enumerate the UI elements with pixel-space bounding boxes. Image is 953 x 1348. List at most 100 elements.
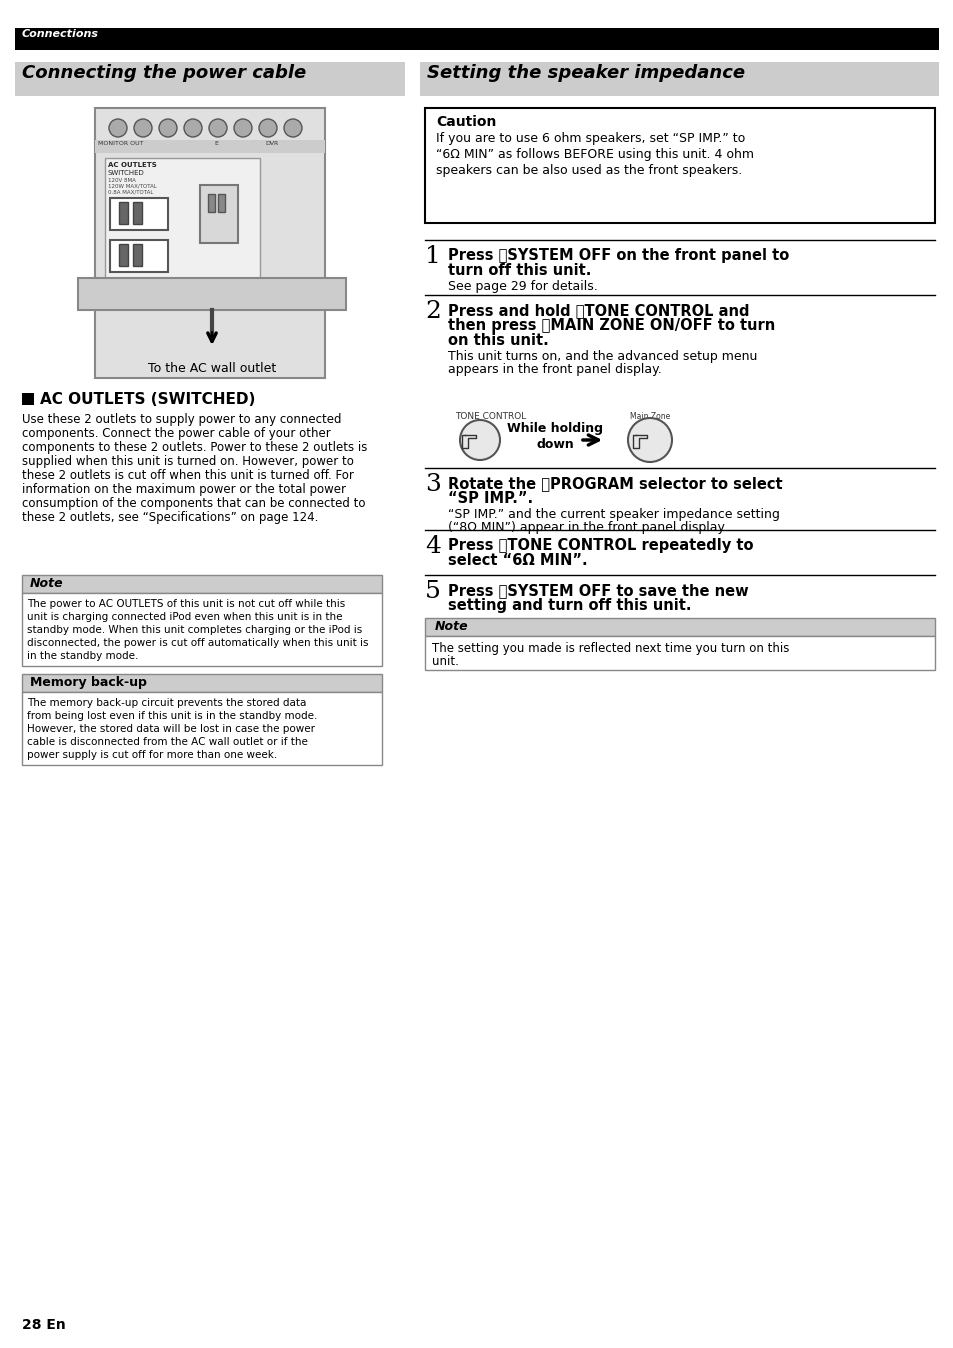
Circle shape [233,119,252,137]
Text: Press and hold ⓂTONE CONTROL and: Press and hold ⓂTONE CONTROL and [448,303,749,318]
Text: then press ⓈMAIN ZONE ON/OFF to turn: then press ⓈMAIN ZONE ON/OFF to turn [448,318,775,333]
Text: Use these 2 outlets to supply power to any connected: Use these 2 outlets to supply power to a… [22,412,341,426]
Text: The setting you made is reflected next time you turn on this: The setting you made is reflected next t… [432,642,788,655]
Circle shape [209,119,227,137]
Circle shape [459,421,499,460]
Text: in the standby mode.: in the standby mode. [27,651,138,661]
Text: cable is disconnected from the AC wall outlet or if the: cable is disconnected from the AC wall o… [27,737,308,747]
Text: supplied when this unit is turned on. However, power to: supplied when this unit is turned on. Ho… [22,456,354,468]
Text: Connections: Connections [22,30,99,39]
Bar [15,28,938,50]
Text: 0.8A MAX/TOTAL: 0.8A MAX/TOTAL [108,190,153,195]
Bar [119,244,128,266]
Text: on this unit.: on this unit. [448,333,548,348]
Bar [208,194,214,212]
Bar [424,636,934,670]
Text: turn off this unit.: turn off this unit. [448,263,591,278]
Bar [119,202,128,224]
Bar [424,617,934,636]
Text: these 2 outlets is cut off when this unit is turned off. For: these 2 outlets is cut off when this uni… [22,469,354,483]
Text: TONE CONTROL: TONE CONTROL [455,412,526,421]
Bar [132,244,142,266]
Bar [95,108,325,377]
Text: The power to AC OUTLETS of this unit is not cut off while this: The power to AC OUTLETS of this unit is … [27,599,345,609]
Circle shape [184,119,202,137]
Text: “SP IMP.”.: “SP IMP.”. [448,491,533,506]
Text: Setting the speaker impedance: Setting the speaker impedance [427,63,744,82]
Text: 120W MAX/TOTAL: 120W MAX/TOTAL [108,183,156,189]
Text: 28 En: 28 En [22,1318,66,1332]
Text: speakers can be also used as the front speakers.: speakers can be also used as the front s… [436,164,741,177]
Text: information on the maximum power or the total power: information on the maximum power or the … [22,483,346,496]
Text: Note: Note [435,620,468,634]
Bar [22,576,381,593]
Text: unit.: unit. [432,655,458,669]
Bar [110,198,168,231]
Text: 4: 4 [424,535,440,558]
Text: these 2 outlets, see “Specifications” on page 124.: these 2 outlets, see “Specifications” on… [22,511,318,524]
Text: Main Zone: Main Zone [629,412,669,421]
Text: Memory back-up: Memory back-up [30,675,147,689]
Circle shape [258,119,276,137]
Bar [132,202,142,224]
Text: Press ⓂTONE CONTROL repeatedly to: Press ⓂTONE CONTROL repeatedly to [448,538,753,553]
Text: This unit turns on, and the advanced setup menu: This unit turns on, and the advanced set… [448,350,757,363]
Text: E: E [213,142,217,146]
Text: disconnected, the power is cut off automatically when this unit is: disconnected, the power is cut off autom… [27,638,368,648]
Bar [419,62,938,96]
Text: AC OUTLETS (SWITCHED): AC OUTLETS (SWITCHED) [40,392,255,407]
Bar [200,185,237,243]
Circle shape [109,119,127,137]
Bar [95,140,210,154]
Text: unit is charging connected iPod even when this unit is in the: unit is charging connected iPod even whe… [27,612,342,621]
Text: 2: 2 [424,301,440,324]
Text: Press ⓁSYSTEM OFF on the front panel to: Press ⓁSYSTEM OFF on the front panel to [448,248,788,263]
Text: power supply is cut off for more than one week.: power supply is cut off for more than on… [27,749,277,760]
Circle shape [284,119,302,137]
Text: 120V 8MA: 120V 8MA [108,178,135,183]
Text: Connecting the power cable: Connecting the power cable [22,63,306,82]
Text: While holding
down: While holding down [506,422,602,452]
Bar [15,62,405,96]
Text: To the AC wall outlet: To the AC wall outlet [148,363,275,375]
Bar [22,593,381,666]
Text: See page 29 for details.: See page 29 for details. [448,280,598,293]
Bar [105,158,260,283]
Text: setting and turn off this unit.: setting and turn off this unit. [448,599,691,613]
Text: If you are to use 6 ohm speakers, set “SP IMP.” to: If you are to use 6 ohm speakers, set “S… [436,132,744,146]
Text: Note: Note [30,577,64,590]
Text: DVR: DVR [265,142,278,146]
Text: select “6Ω MIN”.: select “6Ω MIN”. [448,553,587,568]
Text: Press ⓁSYSTEM OFF to save the new: Press ⓁSYSTEM OFF to save the new [448,582,748,599]
Text: Rotate the ⓃPROGRAM selector to select: Rotate the ⓃPROGRAM selector to select [448,476,781,491]
Circle shape [159,119,177,137]
Text: “SP IMP.” and the current speaker impedance setting: “SP IMP.” and the current speaker impeda… [448,508,779,520]
Text: 3: 3 [424,473,440,496]
Bar [78,278,346,310]
Text: (“8Ω MIN”) appear in the front panel display.: (“8Ω MIN”) appear in the front panel dis… [448,520,726,534]
Text: standby mode. When this unit completes charging or the iPod is: standby mode. When this unit completes c… [27,625,362,635]
Circle shape [133,119,152,137]
Bar [260,140,325,154]
Text: components to these 2 outlets. Power to these 2 outlets is: components to these 2 outlets. Power to … [22,441,367,454]
Text: The memory back-up circuit prevents the stored data: The memory back-up circuit prevents the … [27,698,306,708]
Text: components. Connect the power cable of your other: components. Connect the power cable of y… [22,427,331,439]
Text: “6Ω MIN” as follows BEFORE using this unit. 4 ohm: “6Ω MIN” as follows BEFORE using this un… [436,148,753,160]
Circle shape [627,418,671,462]
Text: Caution: Caution [436,115,496,129]
Bar [22,674,381,692]
Bar [22,394,34,404]
Text: However, the stored data will be lost in case the power: However, the stored data will be lost in… [27,724,314,735]
Text: 5: 5 [424,580,440,603]
Text: consumption of the components that can be connected to: consumption of the components that can b… [22,497,365,510]
Bar [210,140,260,154]
Bar [424,108,934,222]
Text: from being lost even if this unit is in the standby mode.: from being lost even if this unit is in … [27,710,317,721]
Bar [110,240,168,272]
Text: appears in the front panel display.: appears in the front panel display. [448,363,661,376]
Bar [22,692,381,766]
Text: SWITCHED: SWITCHED [108,170,145,177]
Text: AC OUTLETS: AC OUTLETS [108,162,156,168]
Text: 1: 1 [424,245,440,268]
Text: MONITOR OUT: MONITOR OUT [98,142,143,146]
